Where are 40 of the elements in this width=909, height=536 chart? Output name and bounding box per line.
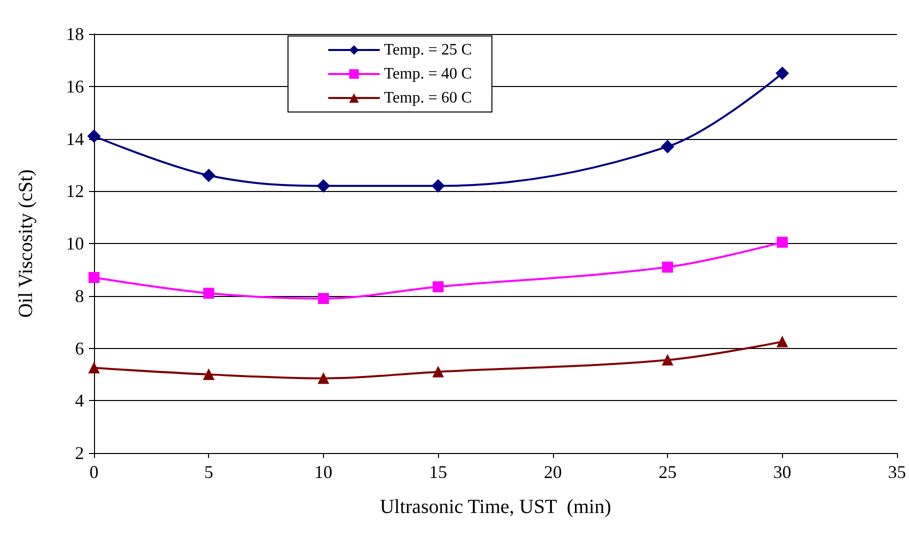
point <box>662 262 674 273</box>
x-tick-label: 30 <box>773 462 792 482</box>
y-axis-title: Oil Viscosity (cSt) <box>15 169 37 318</box>
y-tick-label: 14 <box>66 128 84 149</box>
point <box>88 130 100 143</box>
point <box>88 272 100 284</box>
legend-label: Temp. = 60 C <box>384 90 472 106</box>
x-tick-label: 10 <box>314 462 332 482</box>
y-tick-label: 4 <box>75 390 84 411</box>
point <box>316 179 330 192</box>
x-tick-label: 25 <box>658 462 677 482</box>
point <box>318 292 329 304</box>
legend-label: Temp. = 40 C <box>384 66 472 82</box>
x-tick-label: 15 <box>429 462 448 482</box>
point <box>776 236 788 248</box>
y-tick-label: 16 <box>66 76 84 96</box>
x-tick-label: 20 <box>544 462 562 482</box>
legend-label: Temp. = 25 C <box>384 42 472 58</box>
point <box>776 336 788 348</box>
y-tick-label: 2 <box>75 443 84 463</box>
x-axis-title: Ultrasonic Time, UST (min) <box>380 496 612 518</box>
point <box>88 362 100 374</box>
point <box>203 288 214 299</box>
y-tick-label: 10 <box>66 234 84 254</box>
point <box>432 281 444 292</box>
x-tick-label: 0 <box>90 462 98 482</box>
y-tick-label: 12 <box>66 181 84 202</box>
y-tick-label: 6 <box>75 338 84 358</box>
point <box>661 140 674 154</box>
x-tick-label: 35 <box>888 462 906 482</box>
point <box>318 372 329 384</box>
point <box>776 66 789 80</box>
point <box>203 368 214 380</box>
x-tick-label: 5 <box>204 462 214 482</box>
y-tick-label: 18 <box>66 24 84 44</box>
point <box>662 354 674 366</box>
point <box>432 179 445 192</box>
y-tick-label: 8 <box>75 286 84 306</box>
point <box>202 168 216 182</box>
point <box>432 366 444 378</box>
